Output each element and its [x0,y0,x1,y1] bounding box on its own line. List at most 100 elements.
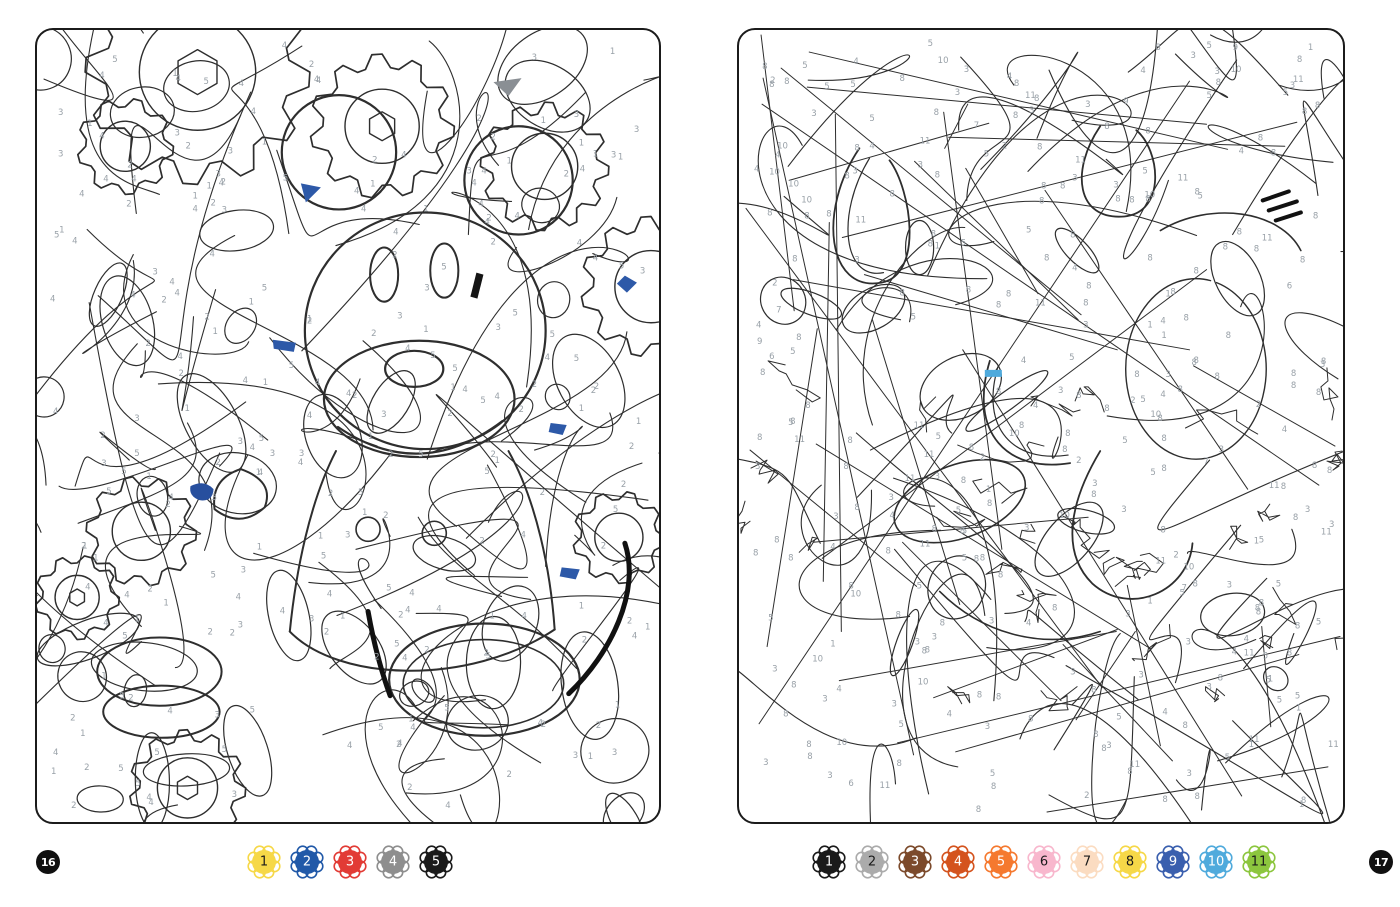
svg-text:1: 1 [593,149,598,159]
svg-text:8: 8 [1302,107,1307,117]
svg-text:4: 4 [280,606,285,616]
svg-text:8: 8 [1194,267,1199,277]
svg-text:8: 8 [796,333,801,343]
svg-text:5: 5 [430,351,435,361]
svg-text:3: 3 [854,256,859,266]
svg-text:1: 1 [1147,321,1152,331]
svg-text:1: 1 [82,541,87,551]
svg-text:5: 5 [984,149,989,159]
svg-text:10: 10 [777,141,788,151]
svg-text:2: 2 [372,155,377,165]
svg-text:3: 3 [772,665,777,675]
svg-text:2: 2 [307,317,312,327]
svg-text:4: 4 [315,378,320,388]
svg-text:5: 5 [619,262,624,272]
svg-text:5: 5 [262,284,267,294]
svg-text:3: 3 [299,449,304,459]
svg-text:1: 1 [59,226,64,236]
svg-text:4: 4 [478,199,483,209]
svg-text:1: 1 [172,69,177,79]
svg-text:8: 8 [843,462,848,472]
svg-text:8: 8 [1104,404,1109,414]
svg-text:8: 8 [1293,513,1298,523]
svg-text:11: 11 [1025,91,1036,101]
svg-text:8: 8 [1161,464,1166,474]
swatch-number-label: 8 [1126,855,1134,870]
svg-text:8: 8 [1013,111,1018,121]
svg-text:5: 5 [119,692,124,702]
svg-text:4: 4 [1072,264,1077,274]
svg-text:2: 2 [1002,141,1007,151]
svg-text:11: 11 [1155,556,1166,566]
svg-text:3: 3 [989,617,994,627]
svg-text:5: 5 [1259,535,1264,545]
palette-swatch-left-2: 2 [290,845,324,879]
svg-text:1: 1 [368,432,373,442]
svg-text:1: 1 [370,179,375,189]
svg-text:5: 5 [1225,753,1230,763]
svg-text:4: 4 [282,41,287,51]
svg-text:4: 4 [130,291,135,301]
svg-text:5: 5 [1295,692,1300,702]
svg-text:4: 4 [1232,648,1237,658]
palette-swatch-right-6: 6 [1027,845,1061,879]
svg-text:8: 8 [1287,649,1292,659]
svg-text:3: 3 [574,110,579,120]
swatch-flower-icon: 7 [1070,845,1104,879]
swatch-flower-icon: 3 [898,845,932,879]
svg-text:10: 10 [836,738,847,748]
svg-text:3: 3 [612,748,617,758]
svg-text:6: 6 [1287,282,1292,292]
svg-text:8: 8 [1062,445,1067,455]
svg-text:8: 8 [805,401,810,411]
svg-text:4: 4 [1160,317,1165,327]
svg-text:1: 1 [423,204,428,214]
svg-text:4: 4 [99,131,104,141]
svg-text:3: 3 [964,65,969,75]
svg-text:3: 3 [1125,609,1130,619]
svg-text:4: 4 [347,741,352,751]
svg-text:4: 4 [1239,146,1244,156]
svg-text:8: 8 [760,368,765,378]
svg-text:5: 5 [378,723,383,733]
svg-text:1: 1 [249,298,254,308]
svg-text:11: 11 [1075,155,1086,165]
svg-text:8: 8 [792,255,797,265]
svg-text:5: 5 [441,263,446,273]
svg-text:8: 8 [1223,243,1228,253]
svg-text:4: 4 [405,605,410,615]
svg-text:8: 8 [1161,434,1166,444]
svg-text:5: 5 [1198,191,1203,201]
svg-text:8: 8 [826,209,831,219]
svg-text:2: 2 [519,405,524,415]
svg-text:3: 3 [1024,523,1029,533]
svg-text:5: 5 [1116,713,1121,723]
svg-text:10: 10 [938,56,949,66]
svg-text:2: 2 [541,720,546,730]
svg-text:3: 3 [345,530,350,540]
swatch-flower-icon: 1 [247,845,281,879]
svg-text:7: 7 [1181,583,1186,593]
svg-text:2: 2 [1084,791,1089,801]
svg-text:8: 8 [784,77,789,87]
palette-swatch-right-8: 8 [1113,845,1147,879]
svg-text:11: 11 [905,474,916,484]
svg-text:4: 4 [316,76,321,86]
svg-text:8: 8 [1028,715,1033,725]
svg-text:5: 5 [1276,579,1281,589]
svg-text:3: 3 [1329,520,1334,530]
svg-text:8: 8 [998,570,1003,580]
svg-text:2: 2 [1130,396,1135,406]
svg-text:4: 4 [219,178,224,188]
svg-text:2: 2 [601,541,606,551]
svg-text:8: 8 [1218,674,1223,684]
svg-text:2: 2 [591,386,596,396]
svg-text:4: 4 [354,186,359,196]
swatch-number-label: 7 [1083,855,1091,870]
svg-text:4: 4 [236,592,241,602]
svg-text:5: 5 [1207,41,1212,51]
svg-text:4: 4 [1244,635,1249,645]
svg-text:4: 4 [251,107,256,117]
svg-text:5: 5 [54,231,59,241]
svg-text:5: 5 [936,432,941,442]
